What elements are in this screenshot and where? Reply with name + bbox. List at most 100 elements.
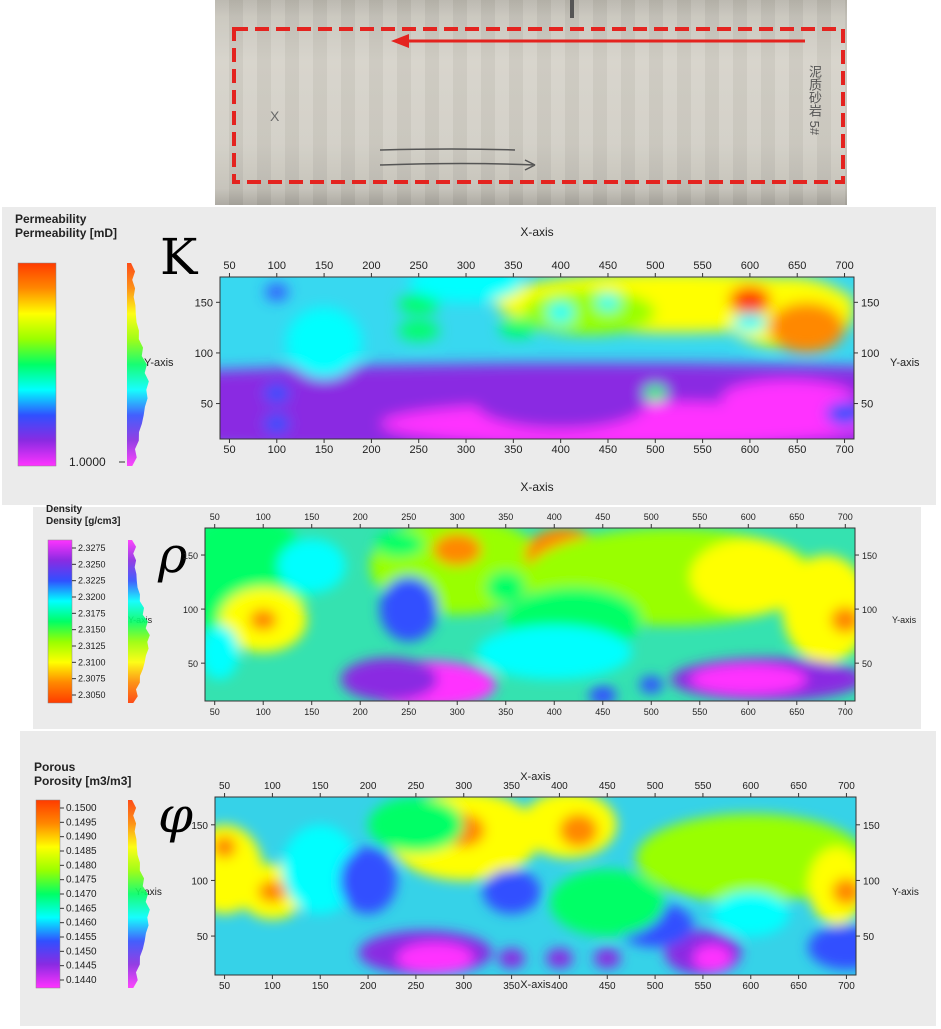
x-tick-label-top: 150 [304,512,319,522]
heatmap-cell [397,320,440,341]
x-tick-label-bottom: 700 [835,444,853,456]
heatmap-cell [639,676,663,694]
heatmap-cell [729,286,771,315]
x-tick-label-top: 200 [353,512,368,522]
heatmap-cell [249,609,277,631]
x-tick-label-top: 100 [256,512,271,522]
y-axis-title-right: Y-axis [892,887,919,898]
heatmap-cell [830,606,855,633]
x-tick-label-top: 450 [595,512,610,522]
colorbar-tick-label: 2.3075 [78,674,106,684]
x-tick-label-bottom: 100 [256,707,271,717]
x-tick-label-top: 400 [551,781,568,792]
colorbar-histogram [128,540,150,703]
x-tick-label-top: 650 [790,781,807,792]
x-tick-label-bottom: 200 [360,981,377,992]
heatmap-blobs [205,528,855,701]
x-tick-label-bottom: 550 [693,444,711,456]
colorbar-tick-label: 1.0000 [69,455,106,469]
y-tick-label-right: 150 [862,551,877,561]
colorbar-tick-label: 2.3275 [78,543,106,553]
heatmap-cell [476,625,632,680]
x-tick-label-bottom: 150 [312,981,329,992]
x-tick-label-bottom: 450 [599,981,616,992]
x-tick-label-bottom: 500 [644,707,659,717]
heatmap-cell [368,797,464,853]
x-tick-label-top: 700 [835,260,853,272]
y-axis-title-right: Y-axis [892,615,917,625]
x-tick-label-top: 650 [788,260,806,272]
pencil-stroke [379,148,516,151]
permeability-symbol: K [160,228,198,286]
x-tick-label-bottom: 350 [503,981,520,992]
colorbar [17,262,57,467]
x-tick-label-bottom: 400 [551,981,568,992]
direction-arrow-head [391,34,409,48]
heatmap-cell [277,538,346,593]
x-tick-label-bottom: 300 [455,981,472,992]
x-tick-label-bottom: 100 [264,981,281,992]
heatmap-cell [475,378,646,429]
x-tick-label-top: 450 [599,260,617,272]
y-tick-label-right: 100 [862,605,877,615]
x-tick-label-bottom: 600 [741,444,759,456]
colorbar-tick-label: 0.1500 [66,803,97,814]
x-tick-label-top: 500 [646,260,664,272]
colorbar-tick-label: 0.1440 [66,975,97,986]
permeability-legend-subtitle: Permeability [mD] [15,226,118,240]
y-tick-label-left: 100 [191,876,208,887]
x-tick-label-bottom: 650 [790,981,807,992]
y-tick-label-left: 150 [183,551,198,561]
heatmap-0: 50 50 100 100 150 150 200 200 250 250 300 300 350 350… [17,225,920,494]
colorbar-tick-label: 0.1475 [66,875,97,886]
colorbar-tick-label: 2.3100 [78,657,106,667]
heatmap-cell [559,813,598,848]
heatmap-cell [832,878,856,905]
y-axis-title-left: Y-axis [135,887,162,898]
heatmap-cell [693,944,732,972]
x-tick-label-bottom: 550 [692,707,707,717]
x-tick-label-top: 600 [741,260,759,272]
y-axis-title-left: Y-axis [144,357,174,369]
x-tick-label-bottom: 550 [695,981,712,992]
colorbar-tick-label: 2.3200 [78,592,106,602]
y-axis-title-right: Y-axis [890,357,920,369]
x-tick-label-bottom: 650 [789,707,804,717]
x-tick-label-bottom: 300 [450,707,465,717]
x-tick-label-bottom: 450 [595,707,610,717]
plot-frame [204,527,856,702]
heatmap-cell [635,813,856,903]
x-tick-label-top: 250 [401,512,416,522]
y-tick-label-right: 150 [861,297,879,309]
x-tick-label-top: 50 [210,512,220,522]
permeability-legend-title: Permeability [15,212,87,226]
colorbar-histogram [127,263,149,466]
heatmap-cell [499,317,537,338]
x-tick-label-top: 550 [693,260,711,272]
heatmap-cell [215,835,237,859]
x-tick-label-top: 300 [455,781,472,792]
core-sample-photo: X 泥质砂岩 5# [215,0,847,205]
colorbar-tick-label: 0.1495 [66,817,97,828]
photo-tile-seam [570,0,574,18]
heatmap-cell [712,891,790,937]
x-tick-label-top: 250 [410,260,428,272]
heatmap-cell [263,413,291,434]
colorbar-tick-label: 0.1490 [66,832,97,843]
heatmap-cell [808,847,856,925]
plot-frame [214,796,857,976]
x-tick-label-top: 450 [599,781,616,792]
colorbar-tick-label: 2.3050 [78,690,106,700]
x-tick-label-top: 400 [547,512,562,522]
photo-marking-right: 泥质砂岩 5# [807,65,822,136]
colorbar-tick-label: 0.1460 [66,918,97,929]
colorbar-tick-label: 0.1445 [66,961,97,972]
x-tick-label-bottom: 250 [410,444,428,456]
heatmap-cell [498,948,525,969]
heatmap-cell [690,538,807,615]
x-tick-label-top: 500 [644,512,659,522]
heatmap-cell [281,824,359,914]
heatmap-cell [546,948,573,969]
x-tick-label-bottom: 150 [304,707,319,717]
